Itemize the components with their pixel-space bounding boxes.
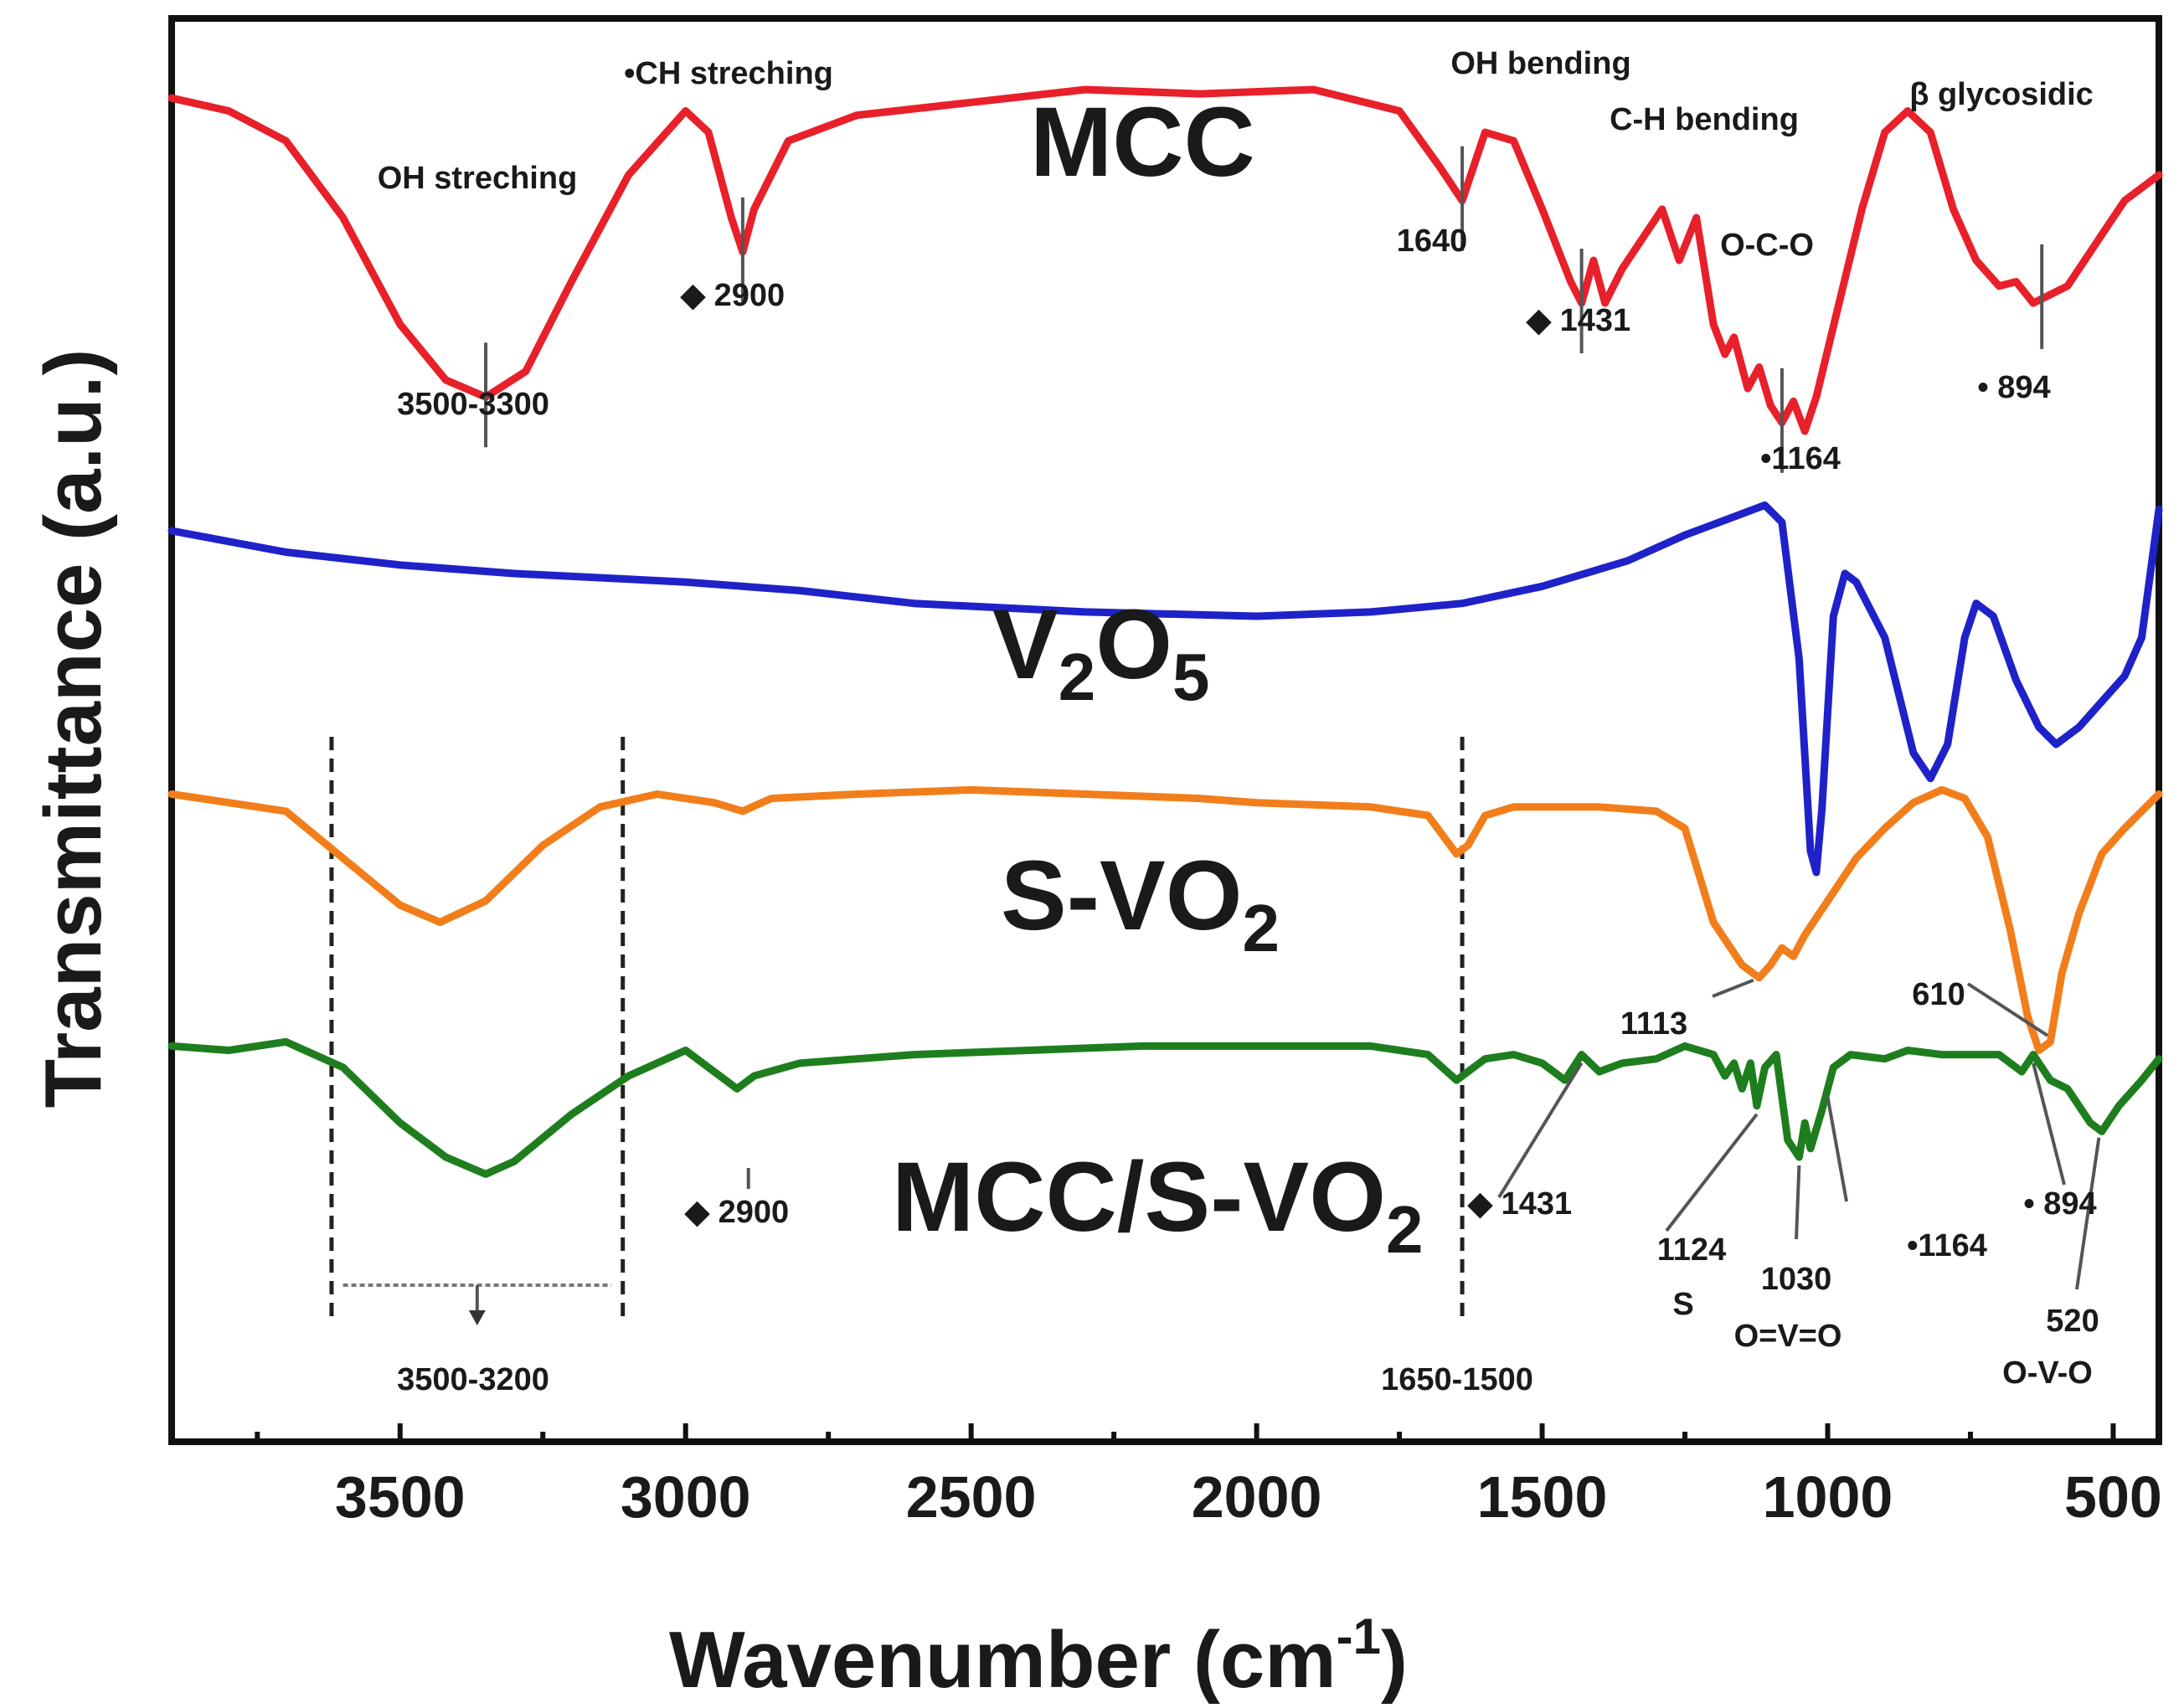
series-line-2 <box>167 785 2163 1054</box>
annotation-2-0: 1113 <box>1620 1006 1687 1042</box>
series-line-0 <box>167 85 2163 435</box>
series-label-3: MCC/S-VO2 <box>892 1142 1424 1267</box>
pointer-mcc-svo2-1 <box>1665 1113 1759 1232</box>
annotation-0-7: ◆ 1431 <box>1526 303 1630 338</box>
pointer-mcc-svo2-2 <box>1795 1165 1801 1240</box>
annotation-3-5: O=V=O <box>1734 1319 1842 1354</box>
series-labels: MCC V2O5 S-VO2 MCC/S-VO2 <box>892 87 1424 1267</box>
annotation-0-4: OH bending <box>1450 46 1630 81</box>
region-guides <box>329 737 1465 1325</box>
series-label-0: MCC <box>1030 87 1255 198</box>
x-tick-label-500: 500 <box>2064 1464 2162 1530</box>
x-tick-label-1000: 1000 <box>1763 1464 1893 1530</box>
annotation-0-5: 1640 <box>1397 224 1468 259</box>
annotation-3-6: •1164 <box>1907 1228 1987 1263</box>
annotation-0-1: 3500-3300 <box>397 387 549 422</box>
annotation-0-0: OH streching <box>378 161 578 196</box>
annotation-3-4: 1030 <box>1761 1262 1832 1297</box>
annotation-3-2: 1124 <box>1657 1232 1726 1268</box>
annotation-3-9: O-V-O <box>2002 1356 2093 1391</box>
annotation-3-1: ◆ 1431 <box>1467 1186 1572 1222</box>
annotation-3-0: ◆ 2900 <box>684 1195 789 1230</box>
annotation-0-3: ◆ 2900 <box>680 278 785 313</box>
y-axis-label: Transmittance (a.u.) <box>28 349 118 1109</box>
annotation-0-2: •CH streching <box>624 56 833 91</box>
series-line-1 <box>167 501 2163 877</box>
pointer-610 <box>1966 982 2049 1037</box>
annotation-3-11: 1650-1500 <box>1381 1362 1533 1397</box>
series-label-1: V2O5 <box>992 589 1210 714</box>
annotation-3-7: • 894 <box>2023 1186 2096 1222</box>
pointer-mcc-svo2-4 <box>2032 1062 2066 1186</box>
region-bracket-arrowhead <box>468 1310 486 1325</box>
annotation-0-6: C-H bending <box>1610 102 1799 137</box>
annotation-0-10: β glycosidic <box>1909 77 2094 112</box>
annotation-0-11: • 894 <box>1977 370 2050 405</box>
peak-markers <box>484 146 2101 1290</box>
pointer-mcc-svo2-3 <box>1826 1097 1848 1202</box>
series-line-3 <box>167 1037 2163 1178</box>
annotation-3-8: 520 <box>2046 1304 2099 1339</box>
x-axis-ticks <box>255 1423 2116 1442</box>
annotation-2-1: 610 <box>1912 977 1965 1012</box>
x-axis-tick-labels: 3500 3000 2500 2000 1500 1000 500 <box>335 1464 2162 1530</box>
annotation-0-9: •1164 <box>1760 441 1841 476</box>
x-tick-label-2000: 2000 <box>1192 1464 1322 1530</box>
x-axis-label: Wavenumber (cm-1) <box>669 1608 1408 1705</box>
plot-frame <box>168 15 2162 1445</box>
x-tick-label-3500: 3500 <box>335 1464 466 1530</box>
x-tick-label-1500: 1500 <box>1477 1464 1608 1530</box>
x-tick-label-3000: 3000 <box>621 1464 751 1530</box>
pointer-1113 <box>1712 978 1754 998</box>
x-tick-label-2500: 2500 <box>906 1464 1037 1530</box>
annotation-3-3: S <box>1672 1287 1693 1322</box>
pointer-mcc-svo2-5 <box>2075 1137 2101 1290</box>
pointer-mcc-svo2-0 <box>1497 1062 1584 1199</box>
annotation-3-10: 3500-3200 <box>397 1362 549 1397</box>
spectra-curves <box>167 85 2163 1178</box>
peak-annotations: OH streching 3500-3300 •CH streching ◆ 2900… <box>378 46 2099 1397</box>
annotation-0-8: O-C-O <box>1720 228 1814 263</box>
series-label-2: S-VO2 <box>1001 841 1280 965</box>
